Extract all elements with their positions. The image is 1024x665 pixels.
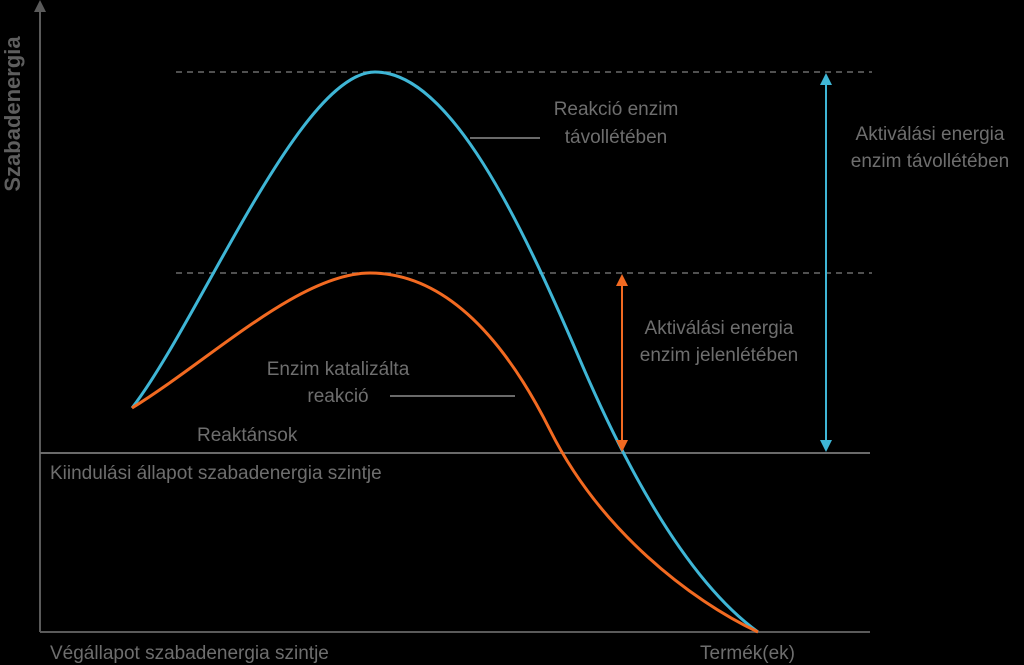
initial-level-label: Kiindulási állapot szabadenergia szintje — [50, 463, 382, 484]
products-label: Termék(ek) — [700, 643, 795, 664]
catalyzed-label-line1: Enzim katalizálta — [267, 359, 410, 380]
catalyzed-label-line2: reakció — [307, 386, 368, 407]
activation-with-label-line1: Aktiválási energia — [645, 318, 794, 339]
y-axis-label: Szabadenergia — [0, 36, 25, 192]
activation-without-label-line2: enzim távollétében — [851, 151, 1009, 172]
uncatalyzed-label-line1: Reakció enzim — [554, 99, 679, 120]
reactants-label: Reaktánsok — [197, 425, 298, 446]
uncatalyzed-label-line2: távollétében — [565, 127, 667, 148]
uncatalyzed-reaction-curve — [130, 70, 759, 634]
activation-without-label-line1: Aktiválási energia — [856, 124, 1005, 145]
final-level-label: Végállapot szabadenergia szintje — [50, 643, 329, 664]
catalyzed-reaction-curve — [131, 271, 759, 634]
activation-with-label-line2: enzim jelenlétében — [640, 345, 798, 366]
